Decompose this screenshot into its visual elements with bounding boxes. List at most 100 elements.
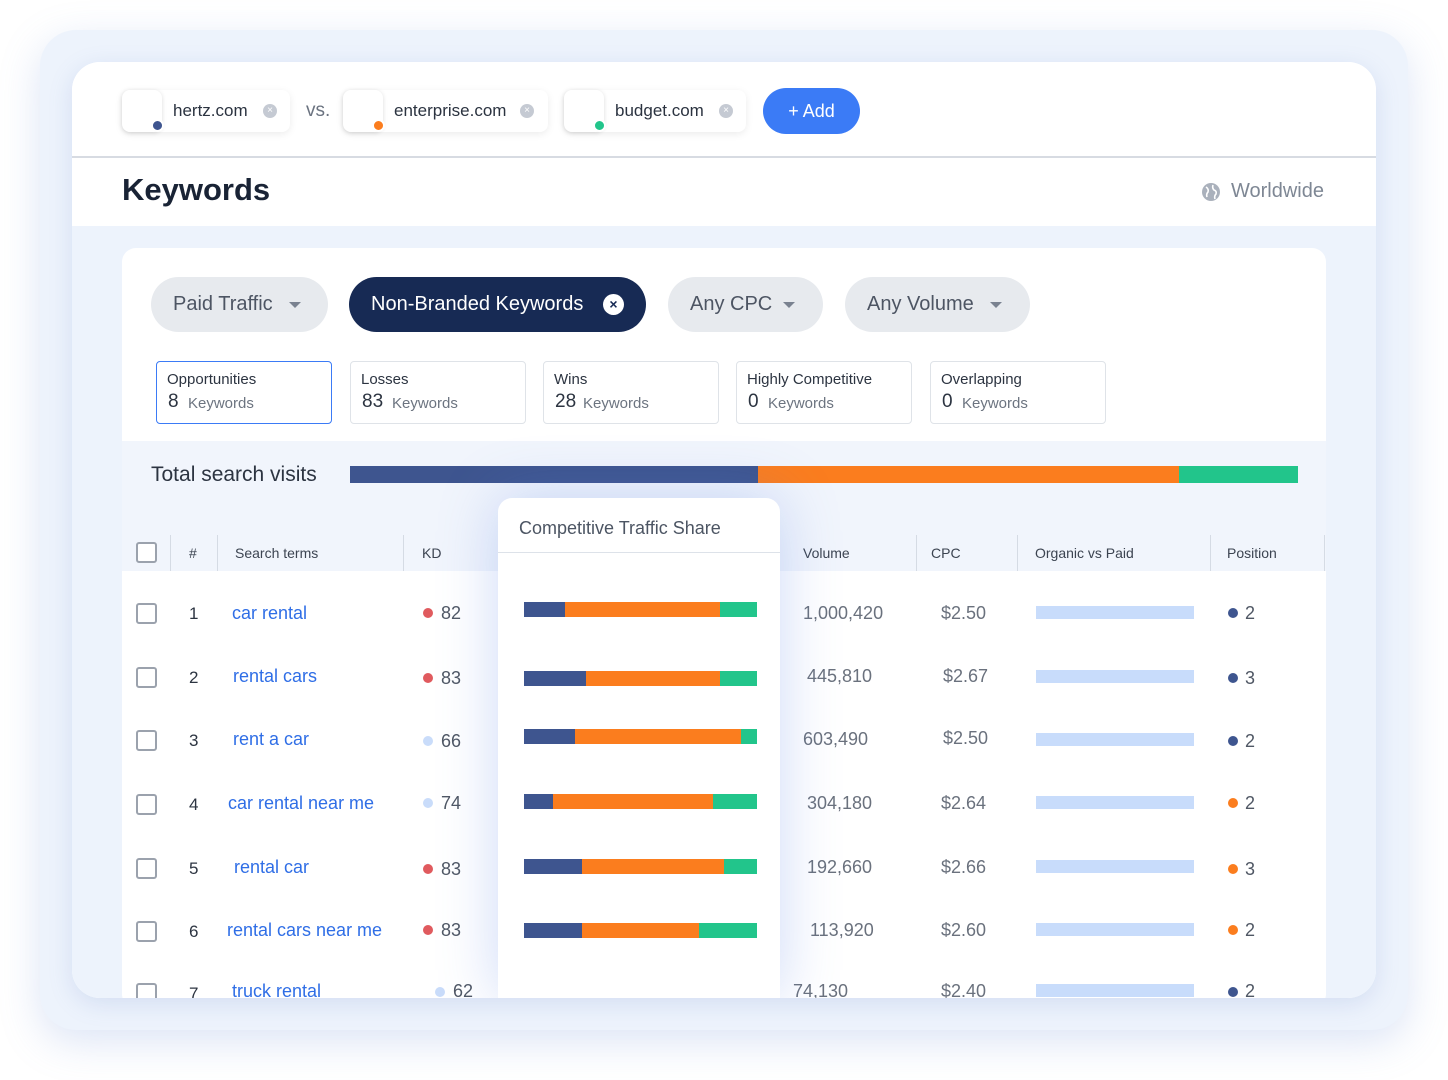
kd-difficulty-dot: [423, 925, 433, 935]
stat-title: Wins: [554, 371, 588, 388]
hertz-share-segment: [524, 923, 583, 938]
enterprise-share-segment: [582, 923, 699, 938]
search-term-link[interactable]: car rental near me: [228, 793, 375, 813]
kd-difficulty-dot: [435, 987, 445, 997]
cpc-value: $2.50: [943, 728, 989, 748]
filter-label: Paid Traffic: [173, 293, 273, 315]
non-branded-filter[interactable]: Non-Branded Keywords ×: [349, 277, 646, 332]
header-position[interactable]: Position: [1227, 545, 1277, 561]
volume-filter[interactable]: Any Volume: [845, 277, 1030, 332]
position-value: 2: [1245, 603, 1256, 623]
stat-card-losses[interactable]: Losses 83 Keywords: [350, 361, 526, 424]
search-term-link[interactable]: truck rental: [232, 981, 322, 998]
enterprise-share-segment: [564, 602, 720, 617]
budget-share-segment: [1179, 466, 1298, 483]
row-checkbox[interactable]: [136, 983, 157, 998]
close-icon[interactable]: ×: [603, 294, 624, 315]
search-term-link[interactable]: rent a car: [233, 729, 310, 749]
select-all-checkbox[interactable]: [136, 542, 157, 563]
row-checkbox[interactable]: [136, 730, 157, 751]
domain-label: budget.com: [615, 101, 704, 120]
row-checkbox[interactable]: [136, 858, 157, 879]
position-dot: [1228, 925, 1238, 935]
stat-card-overlapping[interactable]: Overlapping 0 Keywords: [930, 361, 1106, 424]
column-divider: [1017, 535, 1018, 571]
enterprise-share-segment: [757, 466, 1180, 483]
table-row: 1 car rental 82 1,000,420 $2.50 2: [122, 583, 1326, 643]
volume-value: 1,000,420: [803, 603, 884, 623]
stat-unit: Keywords: [583, 395, 649, 412]
search-term-link[interactable]: rental car: [234, 857, 310, 877]
domain-chip-hertz[interactable]: hertz.com ×: [122, 90, 290, 132]
position-dot: [1228, 673, 1238, 683]
domain-label: hertz.com: [173, 101, 248, 120]
search-term-link[interactable]: rental cars: [233, 666, 318, 686]
remove-domain-icon[interactable]: ×: [263, 104, 277, 118]
kd-value: 82: [441, 603, 462, 623]
search-term-link[interactable]: car rental: [232, 603, 308, 623]
popup-divider: [498, 552, 780, 553]
volume-value: 113,920: [810, 920, 874, 940]
enterprise-share-segment: [553, 794, 713, 809]
kd-value: 83: [441, 920, 462, 940]
kd-difficulty-dot: [423, 608, 433, 618]
header-search-terms[interactable]: Search terms: [235, 545, 319, 561]
volume-value: 304,180: [807, 793, 873, 813]
vs-label: vs.: [306, 100, 331, 121]
row-checkbox[interactable]: [136, 667, 157, 688]
domain-chip-enterprise[interactable]: enterprise.com ×: [343, 90, 548, 132]
search-term-link[interactable]: rental cars near me: [227, 920, 383, 940]
budget-share-segment: [719, 671, 757, 686]
volume-value: 603,490: [803, 729, 869, 749]
caret-down-icon: [990, 302, 1002, 308]
traffic-share-bar: [524, 729, 757, 744]
paid-traffic-filter[interactable]: Paid Traffic: [151, 277, 328, 332]
page-header: Keywords Worldwide: [72, 158, 1376, 226]
volume-value: 74,130: [793, 981, 849, 998]
enterprise-share-segment: [585, 671, 720, 686]
caret-down-icon: [289, 302, 301, 308]
row-checkbox[interactable]: [136, 603, 157, 624]
organic-vs-paid-bar: [1036, 860, 1194, 873]
header-kd[interactable]: KD: [422, 545, 442, 561]
add-button[interactable]: + Add: [763, 88, 860, 134]
organic-vs-paid-bar: [1036, 670, 1194, 683]
enterprise-share-segment: [575, 729, 741, 744]
position-dot: [1228, 798, 1238, 808]
budget-share-segment: [724, 859, 757, 874]
stat-unit: Keywords: [188, 395, 254, 412]
stat-title: Highly Competitive: [747, 371, 873, 388]
popup-title: Competitive Traffic Share: [519, 518, 721, 538]
position-dot: [1228, 864, 1238, 874]
remove-domain-icon[interactable]: ×: [719, 104, 733, 118]
hertz-share-segment: [524, 859, 583, 874]
header-organic-vs-paid[interactable]: Organic vs Paid: [1035, 545, 1134, 561]
kd-difficulty-dot: [423, 736, 433, 746]
position-value: 2: [1245, 793, 1256, 813]
region-selector[interactable]: Worldwide: [1201, 180, 1324, 203]
organic-vs-paid-bar: [1036, 923, 1194, 936]
column-divider: [916, 535, 917, 571]
globe-icon: [1202, 182, 1220, 201]
stat-card-opportunities[interactable]: Opportunities 8 Keywords: [156, 361, 332, 424]
stat-card-highly-competitive[interactable]: Highly Competitive 0 Keywords: [736, 361, 912, 424]
stat-card-wins[interactable]: Wins 28 Keywords: [543, 361, 719, 424]
header-volume[interactable]: Volume: [803, 545, 850, 561]
row-checkbox[interactable]: [136, 921, 157, 942]
header-cpc[interactable]: CPC: [931, 545, 961, 561]
traffic-share-bar: [524, 602, 757, 617]
remove-domain-icon[interactable]: ×: [520, 104, 534, 118]
budget-share-segment: [698, 923, 757, 938]
position-value: 2: [1245, 731, 1256, 751]
stat-title: Opportunities: [167, 371, 257, 388]
row-number: 5: [189, 859, 199, 878]
row-checkbox[interactable]: [136, 794, 157, 815]
hertz-share-segment: [524, 729, 576, 744]
hertz-share-segment: [350, 466, 758, 483]
row-number: 7: [189, 984, 199, 998]
domain-chip-budget[interactable]: budget.com ×: [564, 90, 746, 132]
stat-count: 28: [555, 391, 577, 412]
table-row: 2 rental cars 83 445,810 $2.67 3: [122, 646, 1326, 706]
cpc-filter[interactable]: Any CPC: [668, 277, 823, 332]
traffic-share-bar: [524, 794, 757, 809]
